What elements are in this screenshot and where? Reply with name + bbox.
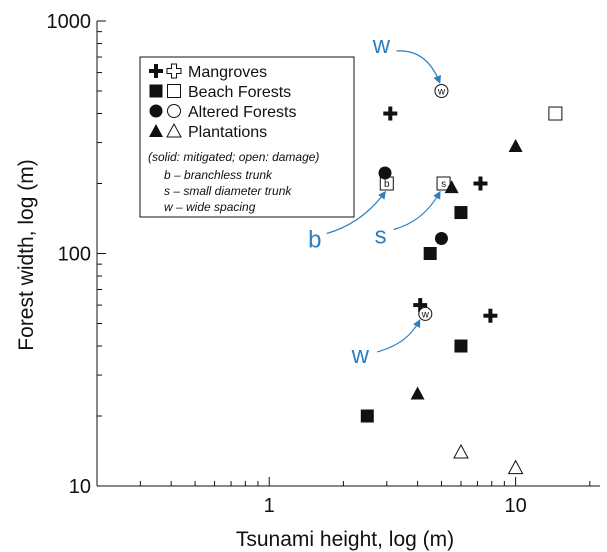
data-point [483,308,498,323]
legend-entry-label: Mangroves [188,64,267,81]
data-point [454,206,468,220]
annotations: w b s w [308,32,441,369]
legend-entry-label: Altered Forests [188,104,296,121]
data-point [444,180,459,194]
data-points: b s w w [360,83,563,475]
annotation-arrow [393,190,441,231]
data-point: w [434,83,449,98]
annotation-letter: s [375,223,387,250]
data-point [423,247,437,260]
annotation-letter: w [351,342,370,369]
data-point: w [418,306,433,321]
legend-key: w – wide spacing [164,200,256,214]
legend: Mangroves Beach Forests Altered Forests Pla… [139,56,355,218]
legend-entry-label: Beach Forests [188,84,291,101]
point-tag: s [441,179,446,190]
annotation-arrow [326,190,386,235]
y-tick-label: 1000 [47,11,92,33]
legend-key: s – small diameter trunk [164,184,292,198]
data-point [413,298,428,313]
legend-solid-marker [149,84,163,98]
legend-note: (solid: mitigated; open: damage) [148,150,319,164]
data-point [434,232,448,246]
legend-open-marker [166,122,182,138]
annotation-arrow [377,319,421,353]
legend-key: b – branchless trunk [164,168,273,182]
legend-solid-marker [149,64,163,78]
data-point [508,138,523,152]
x-axis-label: Tsunami height, log (m) [236,528,454,551]
annotation-letter: w [372,32,391,59]
legend-open-marker [166,63,182,79]
data-point [454,339,468,353]
point-tag: w [437,86,446,97]
data-point [378,166,392,180]
legend-open-marker [167,104,181,118]
annotation-s: s [375,190,441,250]
legend-entry-label: Plantations [188,124,267,141]
annotation-arrow [396,50,441,84]
annotation-b: b [308,190,386,254]
x-tick-label: 10 [505,495,527,517]
data-point [473,176,488,191]
y-axis-label: Forest width, log (m) [15,159,38,350]
legend-solid-marker [149,104,163,118]
data-point [360,409,374,423]
data-point [548,106,563,121]
legend-solid-marker [149,124,163,137]
annotation-letter: b [308,227,321,254]
annotation-w: w [351,319,421,369]
y-tick-label: 10 [69,476,91,498]
data-point [507,459,524,475]
point-tag: b [384,179,390,190]
data-point [453,443,469,459]
legend-open-marker [167,84,181,98]
ticks: 1 10 10 100 1000 [47,11,591,517]
annotation-w: w [372,32,441,84]
data-point [383,106,398,121]
x-tick-label: 1 [264,495,275,517]
data-point [410,386,425,400]
point-tag: w [421,309,430,320]
y-tick-label: 100 [58,244,91,266]
